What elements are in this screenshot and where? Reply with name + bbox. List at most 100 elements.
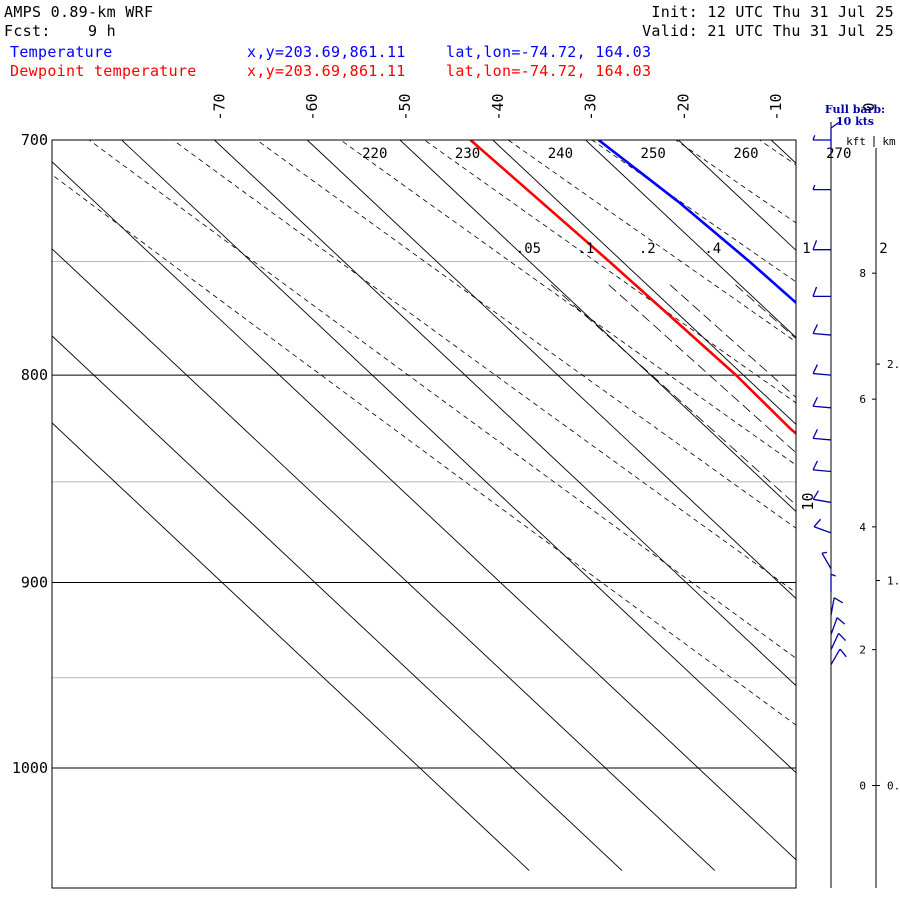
model-title: AMPS 0.89-km WRF [4, 3, 154, 21]
wind-barb-flag [812, 364, 819, 374]
temperature-xy: x,y=203.69,861.11 [247, 43, 406, 61]
wind-barb-staff [813, 469, 832, 473]
isotherm [52, 422, 530, 871]
wind-barb-staff [813, 498, 832, 504]
wind-barb-staff [813, 437, 832, 441]
dry-adiabat [774, 36, 900, 900]
wind-barb-flag [812, 184, 816, 190]
dry-adiabat [256, 140, 796, 529]
mixing-ratio-line [830, 285, 900, 900]
temperature-tick-label: -40 [489, 93, 507, 120]
temperature-latlon: lat,lon=-74.72, 164.03 [446, 43, 652, 61]
isotherm [306, 140, 796, 600]
adiabat-tick-label: 240 [548, 146, 573, 162]
dry-adiabat [507, 140, 796, 343]
isotherm [585, 140, 796, 338]
mixing-ratio-line [735, 284, 796, 340]
pressure-tick-label: 800 [21, 366, 48, 384]
wind-barb-staff [830, 617, 838, 635]
barb-legend-title: Full barb: [825, 103, 885, 116]
mixing-ratio-tick-label: 1 [802, 241, 810, 257]
wind-barb-flag [812, 324, 819, 334]
temperature-tick-label: -20 [674, 93, 692, 120]
km-tick-label: 1. [887, 575, 900, 588]
wind-barb-staff [821, 552, 832, 570]
height-axis: kft km 8 6 4 2 0 2. 1. 0. [846, 135, 900, 888]
dry-adiabat [52, 174, 796, 726]
km-label: km [882, 135, 896, 148]
mixing-ratio-tick-label: .2 [639, 241, 656, 257]
isotherm [121, 140, 796, 774]
wind-barb-flag [812, 490, 819, 500]
mixing-ratio-tick-label: 2 [879, 241, 887, 257]
sounding-series [469, 140, 796, 436]
wind-barb-flag [812, 429, 819, 439]
kft-tick-label: 6 [859, 393, 866, 406]
mixing-ratio-tick-label: .1 [578, 241, 595, 257]
isotherm [214, 140, 796, 687]
kft-tick-label: 4 [859, 521, 866, 534]
dry-adiabat [339, 140, 796, 466]
temperature-tick-label: -30 [582, 93, 600, 120]
wind-barb-flag [812, 396, 819, 407]
mixing-ratio-line [669, 284, 796, 398]
isotherm [399, 140, 796, 513]
temperature-series-name: Temperature [10, 43, 113, 61]
wind-barb-column: Full barb:10 kts [812, 103, 885, 888]
dry-adiabat [88, 140, 796, 659]
temperature-tick-label: -70 [210, 93, 228, 120]
km-tick-label: 2. [887, 358, 900, 371]
forecast-label: Fcst: [4, 22, 51, 40]
wind-barb-flag [839, 648, 847, 658]
wind-barb-flag [813, 518, 822, 528]
dewpoint-series-name: Dewpoint temperature [10, 62, 197, 80]
dewpoint-xy: x,y=203.69,861.11 [247, 62, 406, 80]
kft-tick-label: 2 [859, 644, 866, 657]
adiabat-tick-label: 250 [641, 146, 666, 162]
mixing-ratio-tick-label: .4 [704, 241, 721, 257]
temperature-line [597, 140, 796, 305]
dry-adiabat [758, 140, 796, 166]
wind-barb-flag [830, 573, 836, 577]
wind-barb-flag [812, 460, 819, 471]
adiabat-tick-label: 270 [826, 146, 851, 162]
dry-adiabat [423, 140, 796, 404]
legend-barb-flag [830, 120, 842, 129]
wind-barb-staff [830, 648, 841, 665]
dewpoint-latlon: lat,lon=-74.72, 164.03 [446, 62, 652, 80]
isotherm [52, 161, 796, 861]
isotherm [52, 335, 623, 871]
isotherm [52, 248, 716, 871]
wind-barb-staff [813, 372, 832, 376]
mid-label: 10 [799, 493, 817, 511]
axis-labels: 700 800 900 1000 -70 -60 -50 -40 -30 -20 -10 0 220 23… [12, 93, 888, 777]
wind-barb-flag [838, 632, 847, 641]
plot-frame [51, 139, 797, 889]
temperature-tick-label: 0 [860, 102, 878, 111]
wind-barb-staff [813, 405, 832, 409]
kft-tick-label: 0 [859, 780, 866, 793]
wind-barb-staff [813, 332, 832, 336]
wind-barb-staff [830, 633, 840, 650]
temperature-tick-label: -10 [767, 93, 785, 120]
forecast-value: 9 h [88, 22, 116, 40]
dry-adiabat [675, 140, 796, 224]
pressure-tick-label: 700 [21, 131, 48, 149]
temperature-tick-label: -60 [303, 93, 321, 120]
temperature-tick-label: -50 [396, 93, 414, 120]
pressure-tick-label: 900 [21, 573, 48, 591]
init-time: Init: 12 UTC Thu 31 Jul 25 [651, 3, 894, 21]
dry-adiabat [856, 36, 900, 900]
wind-barb-staff [830, 597, 835, 616]
dry-adiabat [591, 140, 796, 283]
wind-barb-flag [812, 286, 818, 297]
kft-label: kft [846, 135, 866, 148]
adiabat-tick-label: 220 [362, 146, 387, 162]
isotherm [492, 140, 796, 426]
valid-time: Valid: 21 UTC Thu 31 Jul 25 [642, 22, 894, 40]
wind-barb-flag [812, 240, 818, 250]
kft-tick-label: 8 [859, 267, 866, 280]
pressure-tick-label: 1000 [12, 759, 48, 777]
thermo-grid [52, 36, 900, 900]
